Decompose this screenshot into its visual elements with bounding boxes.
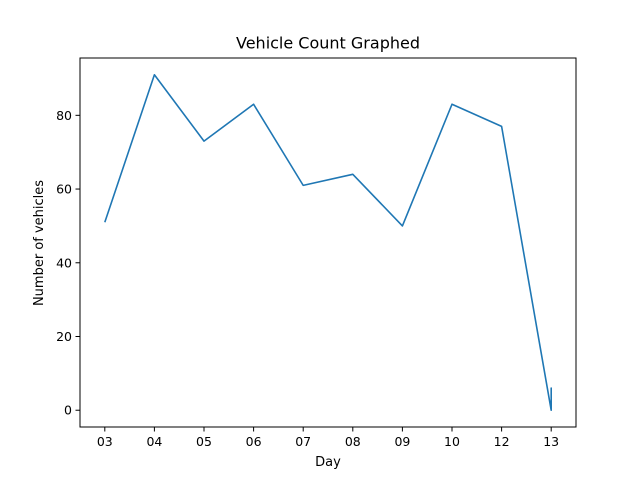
x-tick-label-10: 10 <box>444 434 460 449</box>
y-tick-label-40: 40 <box>56 255 72 270</box>
y-tick-label-80: 80 <box>56 108 72 123</box>
series-line-0 <box>104 73 553 412</box>
x-tick-label-09: 09 <box>394 434 410 449</box>
y-tick-label-20: 20 <box>56 329 72 344</box>
x-tick-label-07: 07 <box>295 434 311 449</box>
y-axis-label: Number of vehicles <box>32 180 47 306</box>
x-tick-label-06: 06 <box>246 434 262 449</box>
y-tick-label-60: 60 <box>56 182 72 197</box>
plot-area: 03 04 05 06 07 08 09 10 12 13 0 20 40 60 80 <box>56 57 577 449</box>
x-tick-label-03: 03 <box>97 434 113 449</box>
x-tick-label-13: 13 <box>543 434 559 449</box>
x-axis-label: Day <box>315 455 341 470</box>
y-tick-label-0: 0 <box>64 403 72 418</box>
x-tick-label-05: 05 <box>196 434 212 449</box>
chart-title: Vehicle Count Graphed <box>236 34 420 53</box>
x-tick-label-12: 12 <box>494 434 510 449</box>
x-tick-label-04: 04 <box>146 434 162 449</box>
x-tick-label-08: 08 <box>345 434 361 449</box>
axes-frame <box>79 57 577 428</box>
